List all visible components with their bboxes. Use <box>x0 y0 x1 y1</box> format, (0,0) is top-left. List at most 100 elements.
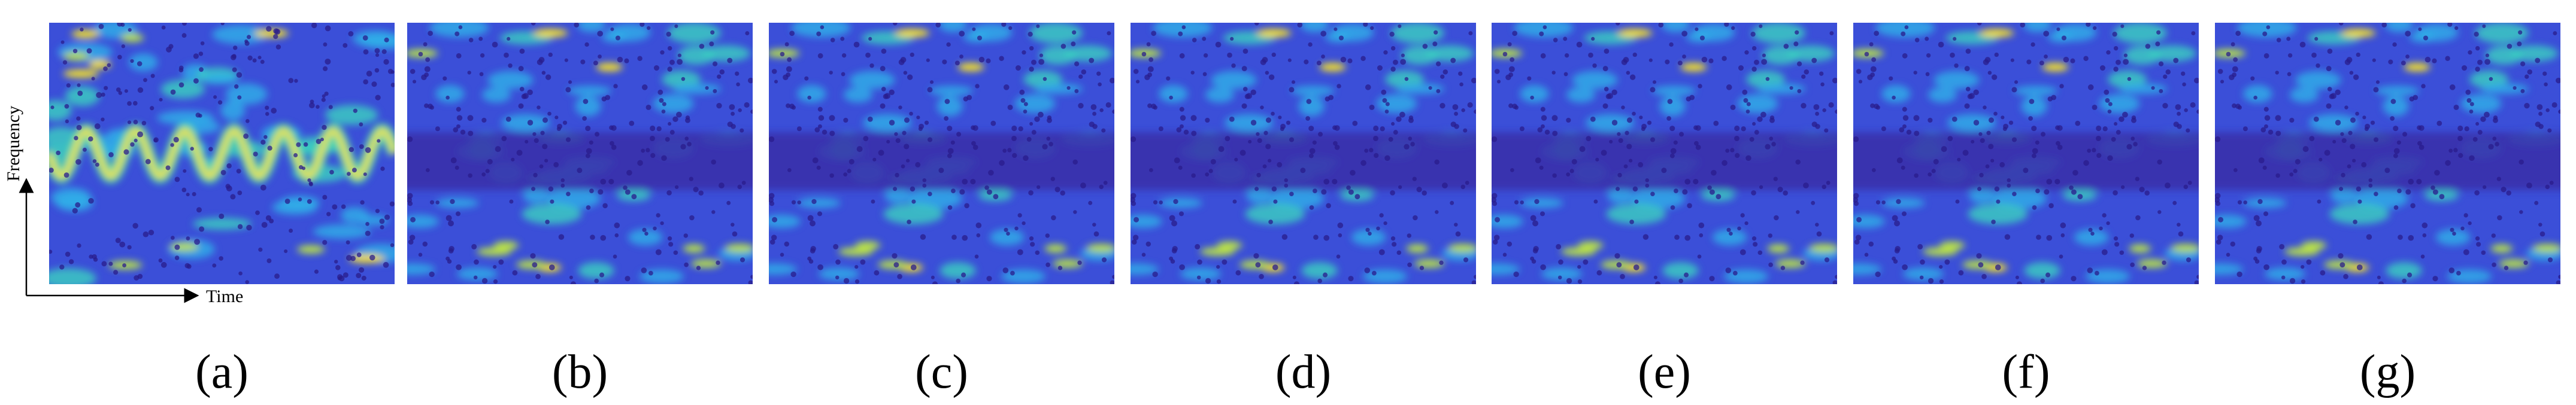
blob <box>523 188 549 203</box>
dot <box>1071 41 1076 47</box>
dot <box>1148 57 1154 62</box>
dot <box>769 193 775 199</box>
dot <box>1913 115 1920 121</box>
texture <box>407 23 753 284</box>
hot-spot <box>2284 247 2320 256</box>
dot <box>1684 272 1689 278</box>
dot <box>1360 160 1366 166</box>
blob <box>2243 85 2272 103</box>
dot <box>666 190 672 196</box>
dot <box>2349 71 2354 75</box>
dot <box>186 236 190 240</box>
dot <box>1707 185 1712 190</box>
dot <box>1428 86 1432 90</box>
dot <box>88 197 94 204</box>
dot <box>822 129 828 135</box>
dot <box>1092 111 1096 116</box>
dot <box>2504 266 2509 270</box>
dot <box>1699 233 1704 237</box>
dot <box>1941 146 1947 153</box>
hot-spot <box>254 29 289 38</box>
dot <box>1363 23 1368 27</box>
dot <box>1874 103 1879 109</box>
dot <box>2263 211 2269 217</box>
dot <box>841 53 847 58</box>
blob <box>2215 214 2247 229</box>
blob <box>1014 94 1056 114</box>
dot <box>1306 99 1312 104</box>
dot <box>1632 111 1636 116</box>
dot <box>904 117 910 123</box>
dot <box>2071 276 2077 282</box>
dot <box>2102 213 2107 218</box>
dot <box>1078 102 1084 109</box>
dot <box>1230 36 1234 41</box>
dot <box>1196 275 1201 280</box>
dot <box>1507 42 1512 47</box>
dot <box>1396 116 1402 122</box>
dot <box>629 120 635 126</box>
blob <box>1751 23 1805 44</box>
dot <box>538 57 545 63</box>
dot <box>375 209 380 214</box>
dot <box>1454 111 1458 116</box>
dot <box>535 273 541 279</box>
dot <box>689 176 693 181</box>
dot <box>2072 169 2078 176</box>
dot <box>512 270 518 276</box>
dot <box>1260 105 1264 109</box>
blob <box>575 96 601 117</box>
dot <box>1316 60 1322 66</box>
dot <box>541 71 546 75</box>
blob <box>1039 45 1077 65</box>
dot <box>1530 95 1534 100</box>
dot <box>829 130 835 136</box>
dot <box>2235 31 2241 36</box>
dot <box>347 172 351 176</box>
dot <box>1513 271 1519 278</box>
hot-spot <box>1200 247 1235 256</box>
dot <box>750 275 753 279</box>
dot <box>1371 270 1377 276</box>
dot <box>1508 72 1514 77</box>
dot <box>637 160 643 166</box>
dot <box>141 120 147 126</box>
dot <box>1947 136 1953 142</box>
dot <box>1292 275 1296 279</box>
blob <box>2024 262 2060 279</box>
dot <box>999 160 1005 166</box>
dot <box>1815 223 1819 227</box>
dot <box>1709 189 1715 195</box>
dot <box>2056 27 2060 31</box>
dot <box>1354 194 1360 200</box>
blob <box>863 114 912 132</box>
dot <box>1197 259 1202 265</box>
dot <box>1822 184 1826 190</box>
dot <box>1255 262 1261 268</box>
dot <box>1939 279 1944 284</box>
dot <box>1590 116 1596 122</box>
dot <box>1687 203 1692 209</box>
dot <box>1616 23 1620 26</box>
dot <box>234 84 239 89</box>
dot <box>1596 270 1602 276</box>
dot <box>1018 126 1023 132</box>
dot <box>2186 257 2192 263</box>
dot <box>2263 53 2269 59</box>
dot <box>893 187 898 191</box>
dot <box>522 93 529 99</box>
dot <box>650 153 656 159</box>
dot <box>871 199 875 204</box>
dot <box>595 132 600 137</box>
dot <box>326 212 331 217</box>
dot <box>1309 148 1316 154</box>
dot <box>1159 200 1163 205</box>
dot <box>907 220 911 224</box>
dot <box>2519 210 2523 214</box>
dot <box>1265 117 1271 123</box>
dot <box>428 31 433 36</box>
dot <box>1629 159 1633 163</box>
dot <box>1955 199 1960 204</box>
dot <box>1760 111 1766 118</box>
dot <box>1271 111 1275 116</box>
